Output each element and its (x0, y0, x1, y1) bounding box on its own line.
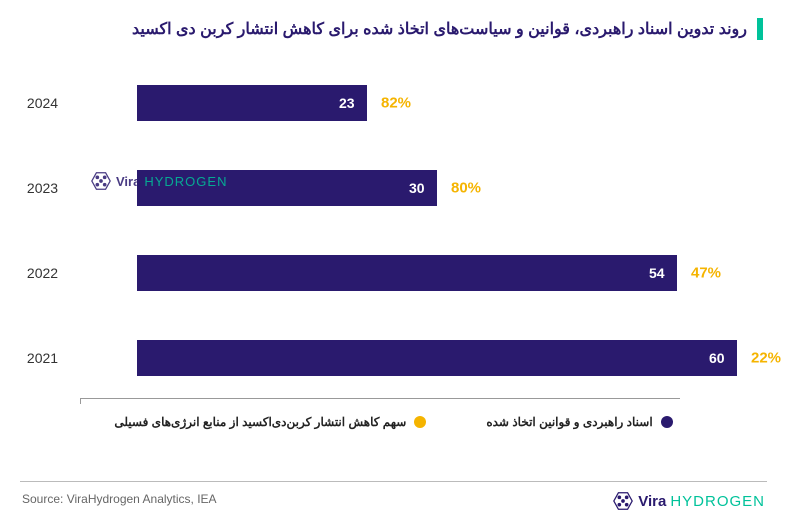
legend: اسناد راهبردی و قوانین اتخاذ شده سهم کاه… (0, 415, 787, 429)
brand-text-vira: Vira (116, 174, 140, 189)
bar-value: 54 (649, 265, 665, 281)
legend-dot-gold (414, 416, 426, 428)
chart-row: 20242382% (80, 60, 737, 145)
percent-label: 47% (691, 264, 721, 281)
brand-text-hydrogen: HYDROGEN (670, 493, 765, 510)
bar: 23 (137, 85, 367, 121)
chart-row: 20225447% (80, 230, 737, 315)
brand-footer: ViraHYDROGEN (612, 490, 765, 512)
bar-value: 60 (709, 350, 725, 366)
hex-icon (90, 170, 112, 192)
percent-label: 22% (751, 349, 781, 366)
bar-track: 54 47% (137, 255, 737, 291)
chart-title: روند تدوین اسناد راهبردی، قوانین و سیاست… (132, 19, 747, 39)
title-accent-bar (757, 18, 763, 40)
x-axis-tick (80, 398, 81, 404)
watermark-logo: Vira HYDROGEN (90, 170, 227, 192)
brand-text-vira: Vira (638, 493, 666, 510)
legend-label-bar: اسناد راهبردی و قوانین اتخاذ شده (486, 415, 652, 429)
year-label: 2021 (15, 350, 70, 366)
chart-area: 20242382%20233080%20225447%20216022% (80, 60, 737, 400)
chart-row: 20216022% (80, 315, 737, 400)
bar: 54 (137, 255, 677, 291)
legend-label-pct: سهم کاهش انتشار کربن‌دی‌اکسید از منابع ا… (114, 415, 406, 429)
bar-track: 6022% (137, 340, 737, 376)
percent-label: 80% (451, 179, 481, 196)
hex-icon (612, 490, 634, 512)
x-axis-line (80, 398, 680, 399)
year-label: 2024 (15, 95, 70, 111)
brand-text-hydrogen: HYDROGEN (144, 174, 227, 189)
year-label: 2022 (15, 265, 70, 281)
bar-value: 30 (409, 180, 425, 196)
footer-rule (20, 481, 767, 482)
title-bar-wrap: روند تدوین اسناد راهبردی، قوانین و سیاست… (0, 0, 787, 40)
bar-track: 23 82% (137, 85, 737, 121)
source-text: Source: ViraHydrogen Analytics, IEA (22, 492, 217, 506)
legend-dot-navy (661, 416, 673, 428)
bar-value: 23 (339, 95, 355, 111)
legend-item-pct: سهم کاهش انتشار کربن‌دی‌اکسید از منابع ا… (114, 415, 426, 429)
bar: 60 (137, 340, 737, 376)
legend-item-bar: اسناد راهبردی و قوانین اتخاذ شده (486, 415, 672, 429)
percent-label: 82% (381, 94, 411, 111)
year-label: 2023 (15, 180, 70, 196)
